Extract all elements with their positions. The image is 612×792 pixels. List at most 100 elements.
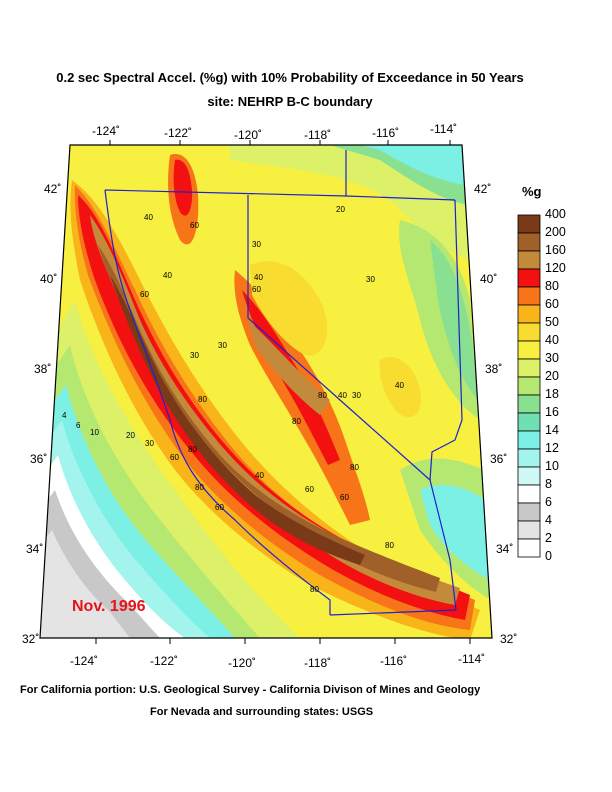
left-lat-label: 42˚: [44, 182, 62, 196]
contour-label: 30: [218, 341, 227, 350]
legend-bin-label: 50: [545, 315, 559, 329]
bottom-lon-label: -114˚: [458, 652, 486, 666]
legend-swatch: [517, 268, 541, 288]
bottom-lon-label: -118˚: [304, 656, 332, 670]
contour-label: 40: [395, 381, 404, 390]
legend-bin-label: 0: [545, 549, 552, 563]
legend-bin-label: 4: [545, 513, 552, 527]
contour-label: 10: [90, 428, 99, 437]
legend-swatch: [517, 340, 541, 360]
contour-label: 20: [126, 431, 135, 440]
legend-swatch: [517, 322, 541, 342]
legend-bin-label: 40: [545, 333, 559, 347]
right-lat-label: 34˚: [496, 542, 514, 556]
legend-bin-label: 12: [545, 441, 559, 455]
contour-label: 80: [310, 585, 319, 594]
contour-label: 60: [140, 290, 149, 299]
contour-label: 40: [254, 273, 263, 282]
map-subtitle: site: NEHRP B-C boundary: [207, 94, 373, 109]
contour-label: 60: [190, 221, 199, 230]
legend-bin-label: 14: [545, 423, 559, 437]
left-lat-label: 32˚: [22, 632, 40, 646]
legend-swatch: [517, 466, 541, 486]
right-lat-label: 42˚: [474, 182, 492, 196]
contour-label: 60: [252, 285, 261, 294]
credit-california: For California portion: U.S. Geological …: [20, 684, 481, 696]
map-frame: [39, 144, 493, 639]
contour-label: 60: [170, 453, 179, 462]
legend-bin-label: 160: [545, 243, 566, 257]
legend-unit: %g: [522, 184, 542, 199]
map-field: [40, 145, 492, 638]
legend-swatch: [517, 250, 541, 270]
contour-label: 40: [255, 471, 264, 480]
contour-labels: 40 60 30 40 20 60 40 30 60 30 30 80 40 3…: [62, 205, 404, 594]
right-lat-label: 36˚: [490, 452, 508, 466]
contour-label: 40: [163, 271, 172, 280]
contour-label: 80: [188, 445, 197, 454]
legend-swatch: [517, 412, 541, 432]
legend-bin-label: 30: [545, 351, 559, 365]
legend-bin-label: 16: [545, 405, 559, 419]
right-lat-label: 38˚: [485, 362, 503, 376]
credit-nevada: For Nevada and surrounding states: USGS: [150, 706, 374, 718]
legend-colorbar: [517, 214, 541, 558]
axis-ticks: [95, 140, 471, 644]
contour-label: 4: [62, 411, 67, 420]
contour-label: 60: [340, 493, 349, 502]
legend-bin-label: 10: [545, 459, 559, 473]
contour-label: 80: [350, 463, 359, 472]
legend-bin-label: 20: [545, 369, 559, 383]
legend-bin-label: 8: [545, 477, 552, 491]
legend-bin-label: 120: [545, 261, 566, 275]
contour-label: 30: [145, 439, 154, 448]
legend-swatch: [517, 358, 541, 378]
bottom-lon-label: -120˚: [228, 656, 257, 670]
bottom-lon-label: -124˚: [70, 654, 99, 668]
legend-bin-label: 200: [545, 225, 566, 239]
contour-label: 80: [385, 541, 394, 550]
contour-label: 20: [336, 205, 345, 214]
contour-label: 40: [144, 213, 153, 222]
top-lon-label: -118˚: [304, 128, 332, 142]
legend-bin-label: 80: [545, 279, 559, 293]
contour-label: 60: [305, 485, 314, 494]
contour-label: 60: [215, 503, 224, 512]
legend-swatch: [517, 484, 541, 504]
legend-swatch: [517, 394, 541, 414]
right-lat-label: 32˚: [500, 632, 518, 646]
left-lat-label: 34˚: [26, 542, 44, 556]
legend-bin-label: 18: [545, 387, 559, 401]
state-borders: [104, 150, 463, 616]
contour-label: 30: [352, 391, 361, 400]
legend-swatch: [517, 430, 541, 450]
top-lon-label: -124˚: [92, 124, 121, 138]
contour-label: 40: [338, 391, 347, 400]
right-lat-label: 40˚: [480, 272, 498, 286]
contour-label: 30: [366, 275, 375, 284]
contour-label: 6: [76, 421, 81, 430]
date-stamp: Nov. 1996: [72, 598, 146, 615]
legend-swatch: [517, 538, 541, 558]
top-lon-label: -114˚: [430, 122, 458, 136]
legend-swatch: [517, 520, 541, 540]
left-lat-label: 40˚: [40, 272, 58, 286]
top-lon-label: -122˚: [164, 126, 193, 140]
legend-bin-label: 6: [545, 495, 552, 509]
map-title: 0.2 sec Spectral Accel. (%g) with 10% Pr…: [56, 70, 524, 85]
bottom-lon-label: -122˚: [150, 654, 179, 668]
legend-bin-label: 400: [545, 207, 566, 221]
legend-swatch: [517, 232, 541, 252]
legend-swatch: [517, 376, 541, 396]
left-lat-label: 36˚: [30, 452, 48, 466]
top-lon-label: -116˚: [372, 126, 400, 140]
contour-label: 80: [318, 391, 327, 400]
contour-label: 80: [198, 395, 207, 404]
legend-swatch: [517, 502, 541, 522]
legend-bin-label: 60: [545, 297, 559, 311]
legend-swatch: [517, 448, 541, 468]
contour-label: 30: [252, 240, 261, 249]
legend-swatch: [517, 214, 541, 234]
legend-bin-label: 2: [545, 531, 552, 545]
